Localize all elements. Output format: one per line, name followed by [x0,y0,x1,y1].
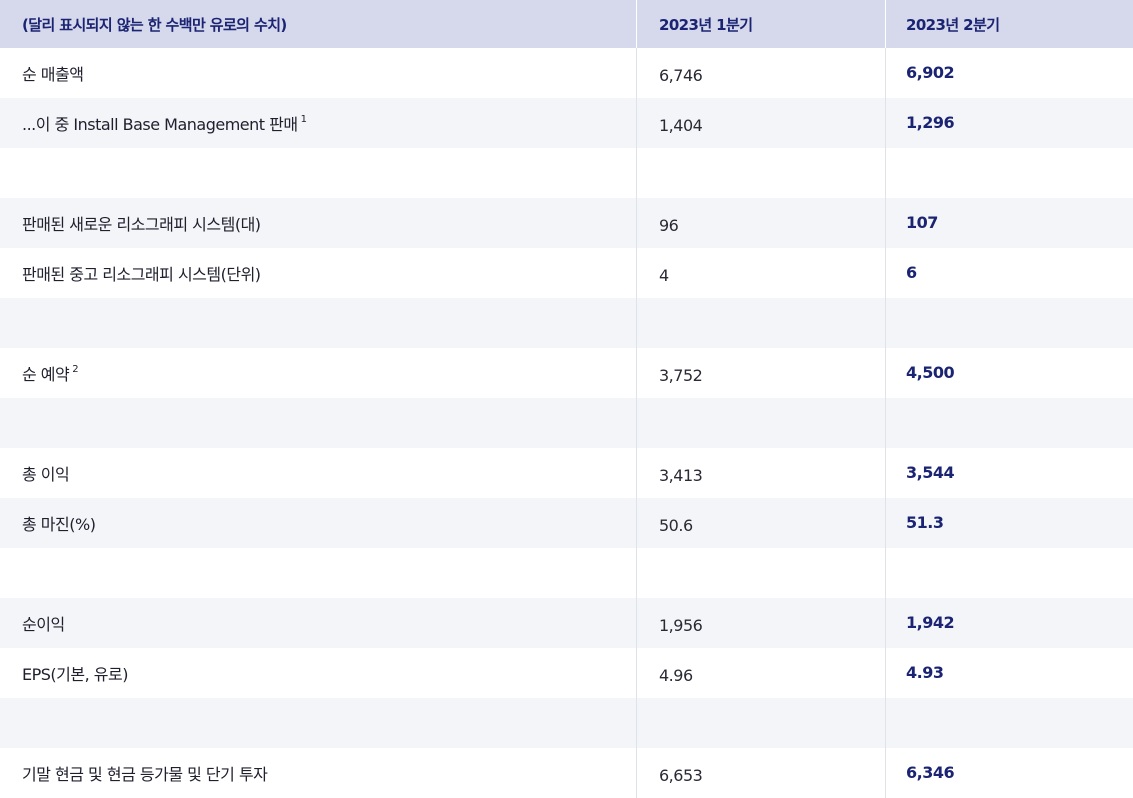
row-q2-value: 3,544 [885,448,1133,498]
row-q2-value: 4,500 [885,348,1133,398]
row-label: ...이 중 Install Base Management 판매 1 [22,113,307,135]
row-label [0,398,636,448]
row-q1-value [636,148,885,198]
row-label: 순 예약 2 [22,363,79,385]
row-q2-value [885,698,1133,748]
table-row-spacer [0,148,1133,198]
row-q1-value: 4.96 [636,648,885,698]
table-row-spacer [0,548,1133,598]
table-row: 판매된 새로운 리소그래피 시스템(대) 96 107 [0,198,1133,248]
row-q2-value: 1,942 [885,598,1133,648]
header-q2: 2023년 2분기 [885,0,1133,48]
table-row: EPS(기본, 유로) 4.96 4.93 [0,648,1133,698]
header-label: (달리 표시되지 않는 한 수백만 유로의 수치) [22,15,287,34]
row-q1-value [636,698,885,748]
row-q1-value: 4 [636,248,885,298]
row-q1-value: 3,413 [636,448,885,498]
row-label [0,298,636,348]
row-q2-value: 6 [885,248,1133,298]
table-header: (달리 표시되지 않는 한 수백만 유로의 수치) 2023년 1분기 2023… [0,0,1133,48]
row-q1-value [636,548,885,598]
row-q2-value [885,148,1133,198]
row-label: EPS(기본, 유로) [22,665,128,684]
row-q1-value: 96 [636,198,885,248]
footnote-marker: 2 [72,363,79,375]
table-row: ...이 중 Install Base Management 판매 1 1,404… [0,98,1133,148]
row-q1-value: 50.6 [636,498,885,548]
table-row: 기말 현금 및 현금 등가물 및 단기 투자 6,653 6,346 [0,748,1133,798]
row-q1-value: 1,404 [636,98,885,148]
row-label [0,698,636,748]
row-label: 판매된 새로운 리소그래피 시스템(대) [22,215,261,234]
row-q2-value [885,298,1133,348]
table-row: 순 매출액 6,746 6,902 [0,48,1133,98]
row-label: 총 마진(%) [22,515,96,534]
table-row-spacer [0,398,1133,448]
row-q1-value: 6,746 [636,48,885,98]
row-q2-value: 107 [885,198,1133,248]
table-row: 총 마진(%) 50.6 51.3 [0,498,1133,548]
row-q2-value: 51.3 [885,498,1133,548]
row-label: 판매된 중고 리소그래피 시스템(단위) [22,265,261,284]
row-label [0,148,636,198]
row-q2-value: 1,296 [885,98,1133,148]
table-row: 판매된 중고 리소그래피 시스템(단위) 4 6 [0,248,1133,298]
row-q1-value: 6,653 [636,748,885,798]
row-label: 순 매출액 [22,65,84,84]
row-label [0,548,636,598]
row-label: 기말 현금 및 현금 등가물 및 단기 투자 [22,765,268,784]
row-q2-value: 6,902 [885,48,1133,98]
row-label: 순이익 [22,615,65,634]
row-q1-value: 3,752 [636,348,885,398]
footnote-marker: 1 [300,113,307,125]
header-q1: 2023년 1분기 [636,0,885,48]
table-row: 총 이익 3,413 3,544 [0,448,1133,498]
row-q2-value: 6,346 [885,748,1133,798]
row-label: 총 이익 [22,465,70,484]
row-q1-value [636,298,885,348]
table-row-spacer [0,698,1133,748]
table-row: 순 예약 2 3,752 4,500 [0,348,1133,398]
row-q1-value: 1,956 [636,598,885,648]
row-q2-value [885,548,1133,598]
row-q1-value [636,398,885,448]
table-row-spacer [0,298,1133,348]
row-q2-value: 4.93 [885,648,1133,698]
table-row: 순이익 1,956 1,942 [0,598,1133,648]
row-q2-value [885,398,1133,448]
